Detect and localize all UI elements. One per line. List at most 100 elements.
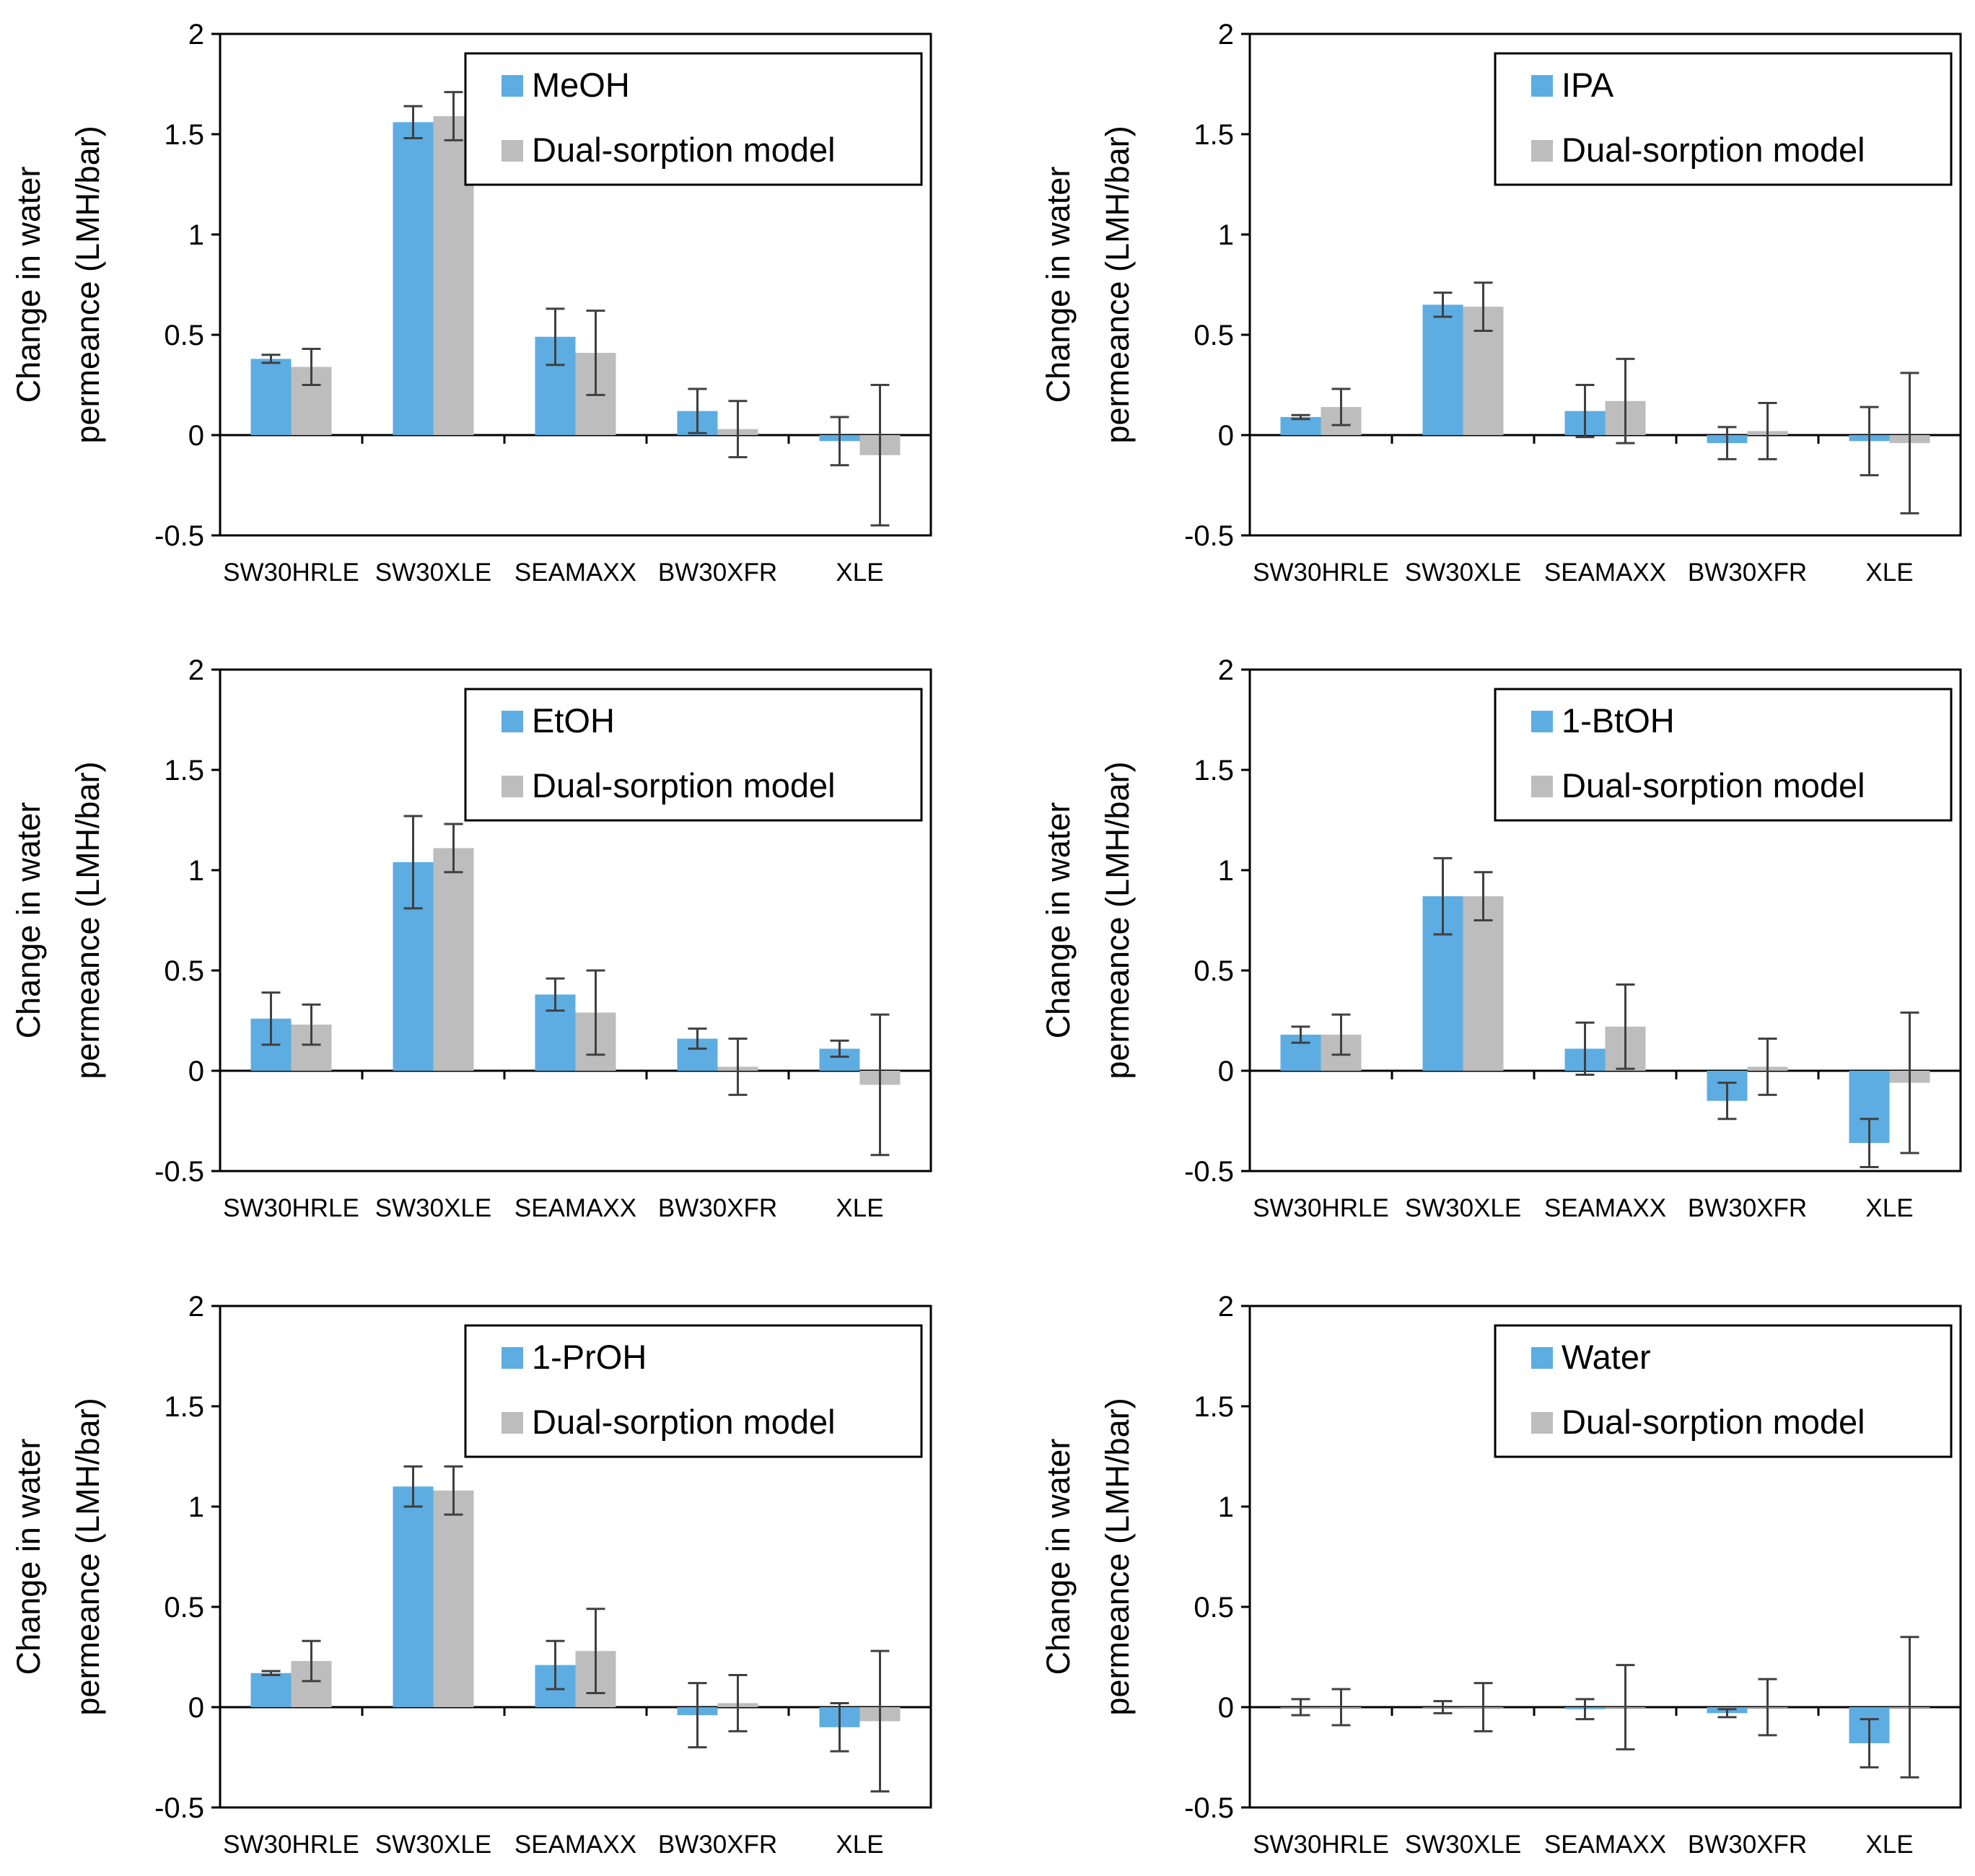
legend-label-model: Dual-sorption model [1562, 131, 1865, 169]
y-tick-label: 1.5 [1194, 755, 1234, 786]
x-category-label: SW30HRLE [1253, 1194, 1389, 1222]
chart-panel-3: 2 1.5 1 0.5 0 -0.5 SW30HRLE SW30XLE SEAMAXX BW30X… [10, 654, 932, 1222]
legend: Water Dual-sorption model [1494, 1324, 1953, 1458]
model-bar-sw30xle [1463, 896, 1504, 1071]
x-category-label: BW30XFR [1688, 558, 1807, 587]
y-tick-label: 0.5 [164, 1592, 204, 1623]
legend-swatch [1531, 75, 1553, 97]
y-tick-label: 2 [1218, 19, 1234, 51]
y-tick-label: 1 [188, 219, 204, 251]
y-tick-label: 1.5 [164, 1391, 204, 1423]
x-category-label: SEAMAXX [514, 1831, 636, 1859]
measured-bar-sw30xle [393, 122, 434, 435]
y-axis-title-line2: permeance (LMH/bar) [1099, 126, 1136, 443]
legend: 1-BtOH Dual-sorption model [1494, 688, 1953, 822]
y-tick-label: 1.5 [1194, 1391, 1234, 1423]
y-tick-label: 0 [1218, 420, 1234, 452]
y-tick-label: 0.5 [1194, 955, 1234, 987]
legend-box [1494, 1324, 1953, 1458]
legend-label-solvent: 1-PrOH [532, 1338, 647, 1376]
measured-bar-sw30xle [1422, 304, 1463, 435]
plot-frame [219, 668, 932, 1172]
chart-panel-2: 2 1.5 1 0.5 0 -0.5 SW30HRLE SW30XLE SEAMAXX BW30X… [1040, 19, 1962, 587]
x-category-label: SEAMAXX [1544, 1831, 1666, 1859]
y-tick-label: 2 [188, 654, 204, 686]
y-tick-label: 2 [1218, 654, 1234, 686]
legend-box [1494, 52, 1953, 186]
legend-swatch [502, 1412, 523, 1434]
legend-swatch [1531, 140, 1553, 162]
legend: IPA Dual-sorption model [1494, 52, 1953, 186]
legend: 1-PrOH Dual-sorption model [464, 1324, 923, 1458]
y-tick-label: 1 [1218, 1491, 1234, 1523]
y-axis-title-line1: Change in water [1040, 167, 1077, 403]
y-tick-label: 0 [1218, 1692, 1234, 1724]
x-category-label: BW30XFR [658, 1194, 777, 1222]
y-tick-label: 0 [188, 420, 204, 452]
plot-frame [1248, 1305, 1962, 1809]
y-tick-label: -0.5 [1184, 1156, 1234, 1188]
legend-label-solvent: EtOH [532, 701, 615, 740]
x-category-label: SW30HRLE [223, 1831, 359, 1859]
x-category-label: SW30XLE [375, 1831, 491, 1859]
y-tick-label: 1 [188, 855, 204, 887]
x-category-label: BW30XFR [658, 558, 777, 587]
model-bar-sw30xle [433, 1490, 474, 1707]
y-tick-label: 1.5 [164, 119, 204, 151]
x-category-label: SEAMAXX [1544, 1194, 1666, 1222]
x-category-label: SEAMAXX [514, 1194, 636, 1222]
y-tick-label: -0.5 [1184, 1792, 1234, 1824]
y-tick-label: 0.5 [1194, 320, 1234, 351]
y-tick-label: 0 [1218, 1056, 1234, 1087]
y-tick-label: 0 [188, 1692, 204, 1724]
legend-swatch [1531, 776, 1553, 797]
legend-label-model: Dual-sorption model [1562, 766, 1865, 805]
x-category-label: SW30XLE [1405, 1194, 1521, 1222]
plot-frame [1248, 668, 1962, 1172]
plot-frame [219, 32, 932, 537]
legend-swatch [502, 75, 523, 97]
y-axis-title-line1: Change in water [1040, 802, 1077, 1039]
y-tick-label: 1.5 [1194, 119, 1234, 151]
y-tick-label: 2 [1218, 1291, 1234, 1323]
y-axis-title-line1: Change in water [10, 167, 47, 403]
plot-frame [219, 1305, 932, 1809]
y-axis-title-line1: Change in water [1040, 1439, 1077, 1675]
y-axis-title-line1: Change in water [10, 802, 47, 1039]
legend-label-solvent: IPA [1562, 66, 1614, 104]
legend-label-model: Dual-sorption model [532, 131, 836, 169]
legend-swatch [1531, 1412, 1553, 1434]
legend-box [464, 52, 923, 186]
legend: MeOH Dual-sorption model [464, 52, 923, 186]
legend-box [464, 688, 923, 822]
chart-panel-4: 2 1.5 1 0.5 0 -0.5 SW30HRLE SW30XLE SEAMAXX BW30X… [1040, 654, 1962, 1222]
y-axis-title-line2: permeance (LMH/bar) [69, 761, 106, 1079]
y-axis-title-line2: permeance (LMH/bar) [1099, 1398, 1136, 1715]
measured-bar-sw30hrle [250, 359, 292, 435]
model-bar-sw30xle [433, 848, 474, 1071]
y-axis-title-line2: permeance (LMH/bar) [69, 126, 106, 443]
y-tick-label: -0.5 [1184, 520, 1234, 552]
legend-label-model: Dual-sorption model [1562, 1403, 1865, 1441]
chart-panel-1: 2 1.5 1 0.5 0 -0.5 SW30HRLE SW30XLE SEAMAXX BW30X… [10, 19, 932, 587]
legend-label-model: Dual-sorption model [532, 766, 836, 805]
y-tick-label: 2 [188, 19, 204, 51]
measured-bar-sw30xle [393, 1486, 434, 1707]
x-category-label: XLE [836, 1831, 883, 1859]
y-tick-label: 0 [188, 1056, 204, 1087]
legend-swatch [502, 711, 523, 732]
legend-swatch [1531, 711, 1553, 732]
x-category-label: SW30HRLE [223, 558, 359, 587]
x-category-label: BW30XFR [1688, 1194, 1807, 1222]
x-category-label: SEAMAXX [514, 558, 636, 587]
y-tick-label: 0.5 [164, 320, 204, 351]
chart-panel-5: 2 1.5 1 0.5 0 -0.5 SW30HRLE SW30XLE SEAMAXX BW30X… [10, 1291, 932, 1859]
x-category-label: BW30XFR [1688, 1831, 1807, 1859]
x-category-label: XLE [1865, 1831, 1913, 1859]
x-category-label: SW30XLE [1405, 558, 1521, 587]
y-tick-label: -0.5 [154, 1156, 204, 1188]
plot-frame [1248, 32, 1962, 537]
legend-label-solvent: 1-BtOH [1562, 701, 1675, 740]
x-category-label: SW30HRLE [1253, 558, 1389, 587]
